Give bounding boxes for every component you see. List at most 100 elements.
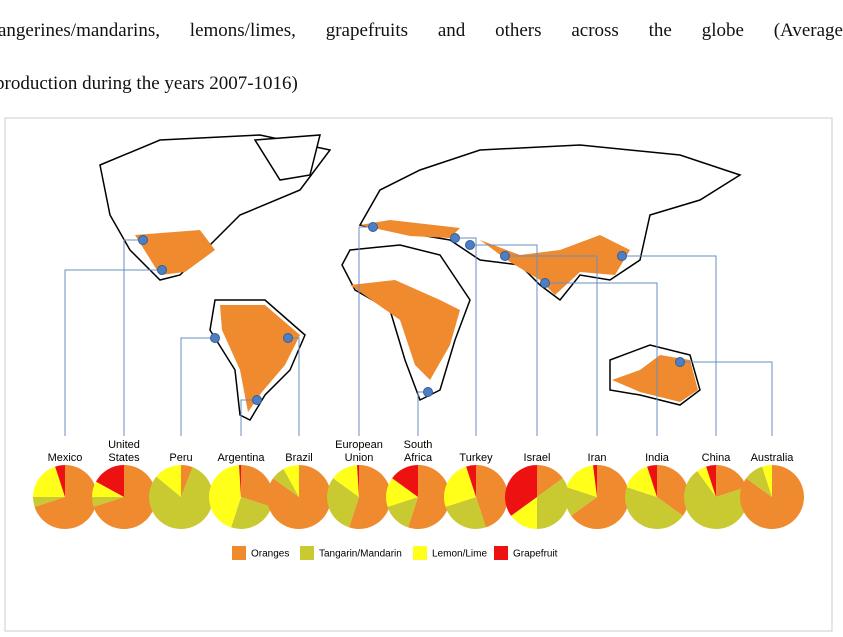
pie-slice bbox=[697, 466, 716, 497]
country-label: Africa bbox=[404, 452, 433, 464]
legend-label: Tangarin/Mandarin bbox=[319, 549, 402, 560]
location-dot bbox=[210, 333, 220, 343]
leader-line bbox=[455, 237, 477, 436]
leader-lines bbox=[64, 226, 773, 436]
pie-slice bbox=[385, 478, 418, 507]
pie-slice bbox=[647, 465, 657, 497]
pie-slice bbox=[505, 465, 537, 516]
country-label: United bbox=[108, 439, 140, 451]
location-dot bbox=[157, 265, 167, 275]
location-dot bbox=[138, 235, 148, 245]
pie-slice bbox=[716, 465, 747, 497]
location-dot bbox=[500, 251, 510, 261]
country-label: India bbox=[645, 452, 670, 464]
pie-slice bbox=[95, 464, 124, 497]
location-dot bbox=[617, 251, 627, 261]
leader-line bbox=[240, 399, 257, 436]
country-label: South bbox=[404, 439, 433, 451]
country-label: Mexico bbox=[48, 452, 83, 464]
leader-line bbox=[180, 337, 215, 436]
pie-slice bbox=[445, 497, 486, 530]
country-label: European bbox=[335, 439, 383, 451]
pie-slice bbox=[326, 478, 359, 528]
pie-slice bbox=[267, 465, 331, 530]
pie-slice bbox=[476, 465, 509, 528]
country-label: China bbox=[702, 452, 732, 464]
legend-label: Oranges bbox=[251, 549, 289, 560]
pie-slice bbox=[33, 466, 65, 497]
pie-slice bbox=[387, 497, 418, 528]
pie-slice bbox=[93, 465, 157, 529]
text-line: production during the years 2007-1016) bbox=[0, 73, 298, 94]
pie-slice bbox=[333, 465, 359, 497]
pie-slice bbox=[537, 465, 563, 497]
pie-slice bbox=[408, 465, 450, 529]
pie-slice bbox=[762, 465, 772, 497]
legend-swatch bbox=[232, 546, 246, 560]
text-line: angerines/mandarins, lemons/limes, grape… bbox=[0, 20, 843, 41]
pie-slice bbox=[273, 468, 299, 497]
legend-label: Lemon/Lime bbox=[432, 549, 487, 560]
pie-slice bbox=[156, 465, 181, 497]
legend-swatch bbox=[413, 546, 427, 560]
leader-line bbox=[680, 361, 773, 436]
pie-slice bbox=[537, 478, 569, 529]
location-dot bbox=[675, 357, 685, 367]
pie-slice bbox=[392, 465, 418, 497]
pie-slice bbox=[684, 471, 748, 529]
pie-slice bbox=[149, 467, 213, 529]
location-dot bbox=[540, 278, 550, 288]
location-dot bbox=[465, 240, 475, 250]
leader-line bbox=[64, 269, 162, 436]
pie-slice bbox=[444, 466, 476, 507]
leader-line bbox=[470, 244, 538, 436]
pie-slice bbox=[33, 497, 65, 507]
location-dots bbox=[138, 222, 685, 405]
leader-line bbox=[505, 255, 598, 436]
country-label: Brazil bbox=[285, 452, 313, 464]
legend-swatch bbox=[494, 546, 508, 560]
country-label: Argentina bbox=[217, 452, 265, 464]
pie-slice bbox=[55, 465, 65, 497]
pie-slice bbox=[746, 466, 772, 497]
country-label: Union bbox=[345, 452, 374, 464]
pie-slice bbox=[92, 481, 124, 497]
leader-line bbox=[545, 282, 658, 436]
pie-slice bbox=[34, 465, 97, 529]
citrus-regions bbox=[135, 220, 698, 412]
location-dot bbox=[368, 222, 378, 232]
pie-slice bbox=[208, 465, 241, 528]
location-dot bbox=[252, 395, 262, 405]
pie-slice bbox=[657, 465, 689, 516]
country-label: Peru bbox=[169, 452, 192, 464]
country-label: Iran bbox=[588, 452, 607, 464]
pie-slice bbox=[181, 465, 193, 497]
leader-line bbox=[622, 255, 717, 436]
pie-slice bbox=[241, 465, 273, 507]
location-dot bbox=[283, 333, 293, 343]
country-label: Israel bbox=[524, 452, 551, 464]
pie-slice bbox=[238, 465, 241, 497]
legend-swatch bbox=[300, 546, 314, 560]
country-label: Australia bbox=[751, 452, 795, 464]
pie-slice bbox=[592, 465, 597, 497]
pie-slice bbox=[231, 497, 272, 529]
legend-label: Grapefruit bbox=[513, 549, 558, 560]
country-label: Turkey bbox=[459, 452, 493, 464]
pie-slice bbox=[511, 497, 537, 529]
pie-slice bbox=[626, 466, 657, 497]
pie-slice bbox=[92, 497, 124, 507]
pie-slice bbox=[571, 465, 630, 530]
pie-slice bbox=[283, 465, 299, 497]
pie-slice bbox=[624, 487, 683, 530]
location-dot bbox=[450, 233, 460, 243]
pie-slice bbox=[356, 465, 359, 497]
leader-line bbox=[123, 239, 143, 436]
pie-slice bbox=[565, 487, 597, 516]
country-label: States bbox=[108, 452, 140, 464]
pie-slice bbox=[706, 465, 716, 497]
location-dot bbox=[423, 387, 433, 397]
pie-slice bbox=[349, 465, 391, 529]
